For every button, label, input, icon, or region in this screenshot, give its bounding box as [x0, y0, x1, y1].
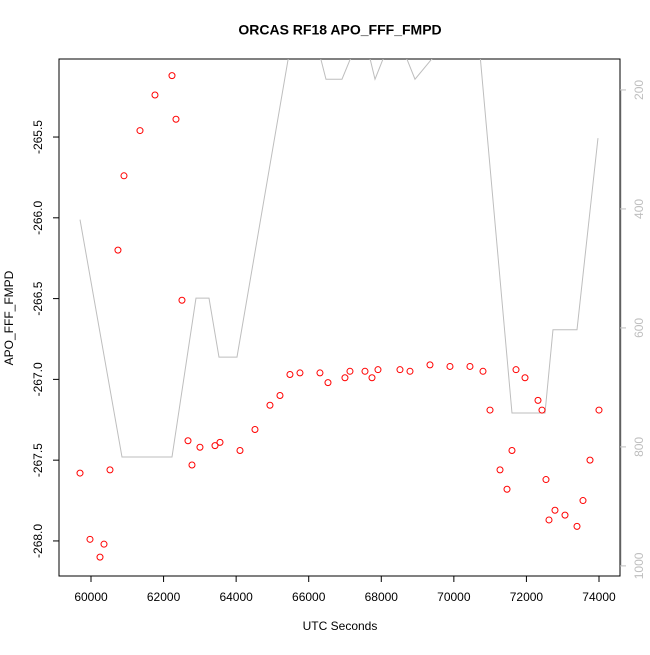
data-point	[151, 91, 159, 99]
data-point	[508, 446, 516, 454]
x-tick-label: 70000	[437, 590, 471, 604]
x-tick-label: 62000	[147, 590, 181, 604]
data-point	[136, 127, 144, 135]
data-point	[316, 369, 324, 377]
y2-tick-label: 1000	[632, 552, 646, 579]
data-point	[521, 374, 529, 382]
pressure-line	[79, 59, 599, 458]
data-point	[236, 446, 244, 454]
data-point	[168, 72, 176, 80]
data-point	[296, 369, 304, 377]
data-point	[545, 516, 553, 524]
y-tick-label: -267.5	[31, 443, 45, 477]
x-tick-label: 72000	[510, 590, 544, 604]
data-point	[374, 366, 382, 374]
data-point	[406, 367, 414, 375]
y-tick-label: -267.0	[31, 362, 45, 396]
data-point	[586, 456, 594, 464]
data-point	[178, 296, 186, 304]
data-point	[86, 535, 94, 543]
y-tick-label: -266.0	[31, 200, 45, 234]
y-tick-label: -268.0	[31, 524, 45, 558]
x-axis-label: UTC Seconds	[303, 619, 378, 633]
x-tick-label: 74000	[582, 590, 616, 604]
y2-tick-label: 600	[632, 318, 646, 338]
data-point	[76, 469, 84, 477]
x-tick-label: 68000	[365, 590, 399, 604]
data-point	[196, 443, 204, 451]
data-point	[324, 379, 332, 387]
data-point	[579, 497, 587, 505]
data-point	[534, 396, 542, 404]
line-layer	[79, 59, 599, 458]
data-point	[542, 476, 550, 484]
y-axis-label: APO_FFF_FMPD	[2, 270, 16, 365]
data-point	[486, 406, 494, 414]
x-tick-label: 66000	[292, 590, 326, 604]
data-point	[446, 362, 454, 370]
y-tick-label: -265.5	[31, 120, 45, 154]
data-point	[503, 485, 511, 493]
data-point	[538, 406, 546, 414]
data-point	[396, 366, 404, 374]
data-point	[184, 437, 192, 445]
y-tick-label: -266.5	[31, 281, 45, 315]
data-point	[266, 401, 274, 409]
data-point	[188, 461, 196, 469]
data-point	[120, 172, 128, 180]
data-point	[341, 374, 349, 382]
data-point	[479, 367, 487, 375]
data-point	[361, 367, 369, 375]
data-point	[368, 374, 376, 382]
data-point	[595, 406, 603, 414]
chart-title: ORCAS RF18 APO_FFF_FMPD	[238, 22, 441, 38]
plot-box	[58, 58, 621, 577]
data-point	[106, 466, 114, 474]
data-point	[426, 361, 434, 369]
data-point	[551, 506, 559, 514]
data-point	[216, 438, 224, 446]
y2-tick-label: 800	[632, 437, 646, 457]
data-point	[496, 466, 504, 474]
data-point	[114, 246, 122, 254]
y2-tick-label: 400	[632, 199, 646, 219]
data-point	[346, 367, 354, 375]
data-point	[573, 522, 581, 530]
x-tick-label: 60000	[74, 590, 108, 604]
data-point	[96, 553, 104, 561]
data-point	[286, 371, 294, 379]
data-point	[561, 511, 569, 519]
data-point	[466, 362, 474, 370]
data-point	[100, 540, 108, 548]
data-point	[211, 442, 219, 450]
x-tick-label: 64000	[219, 590, 253, 604]
data-point	[172, 115, 180, 123]
y2-tick-label: 200	[632, 80, 646, 100]
data-point	[512, 366, 520, 374]
data-point	[251, 425, 259, 433]
data-point	[276, 392, 284, 400]
